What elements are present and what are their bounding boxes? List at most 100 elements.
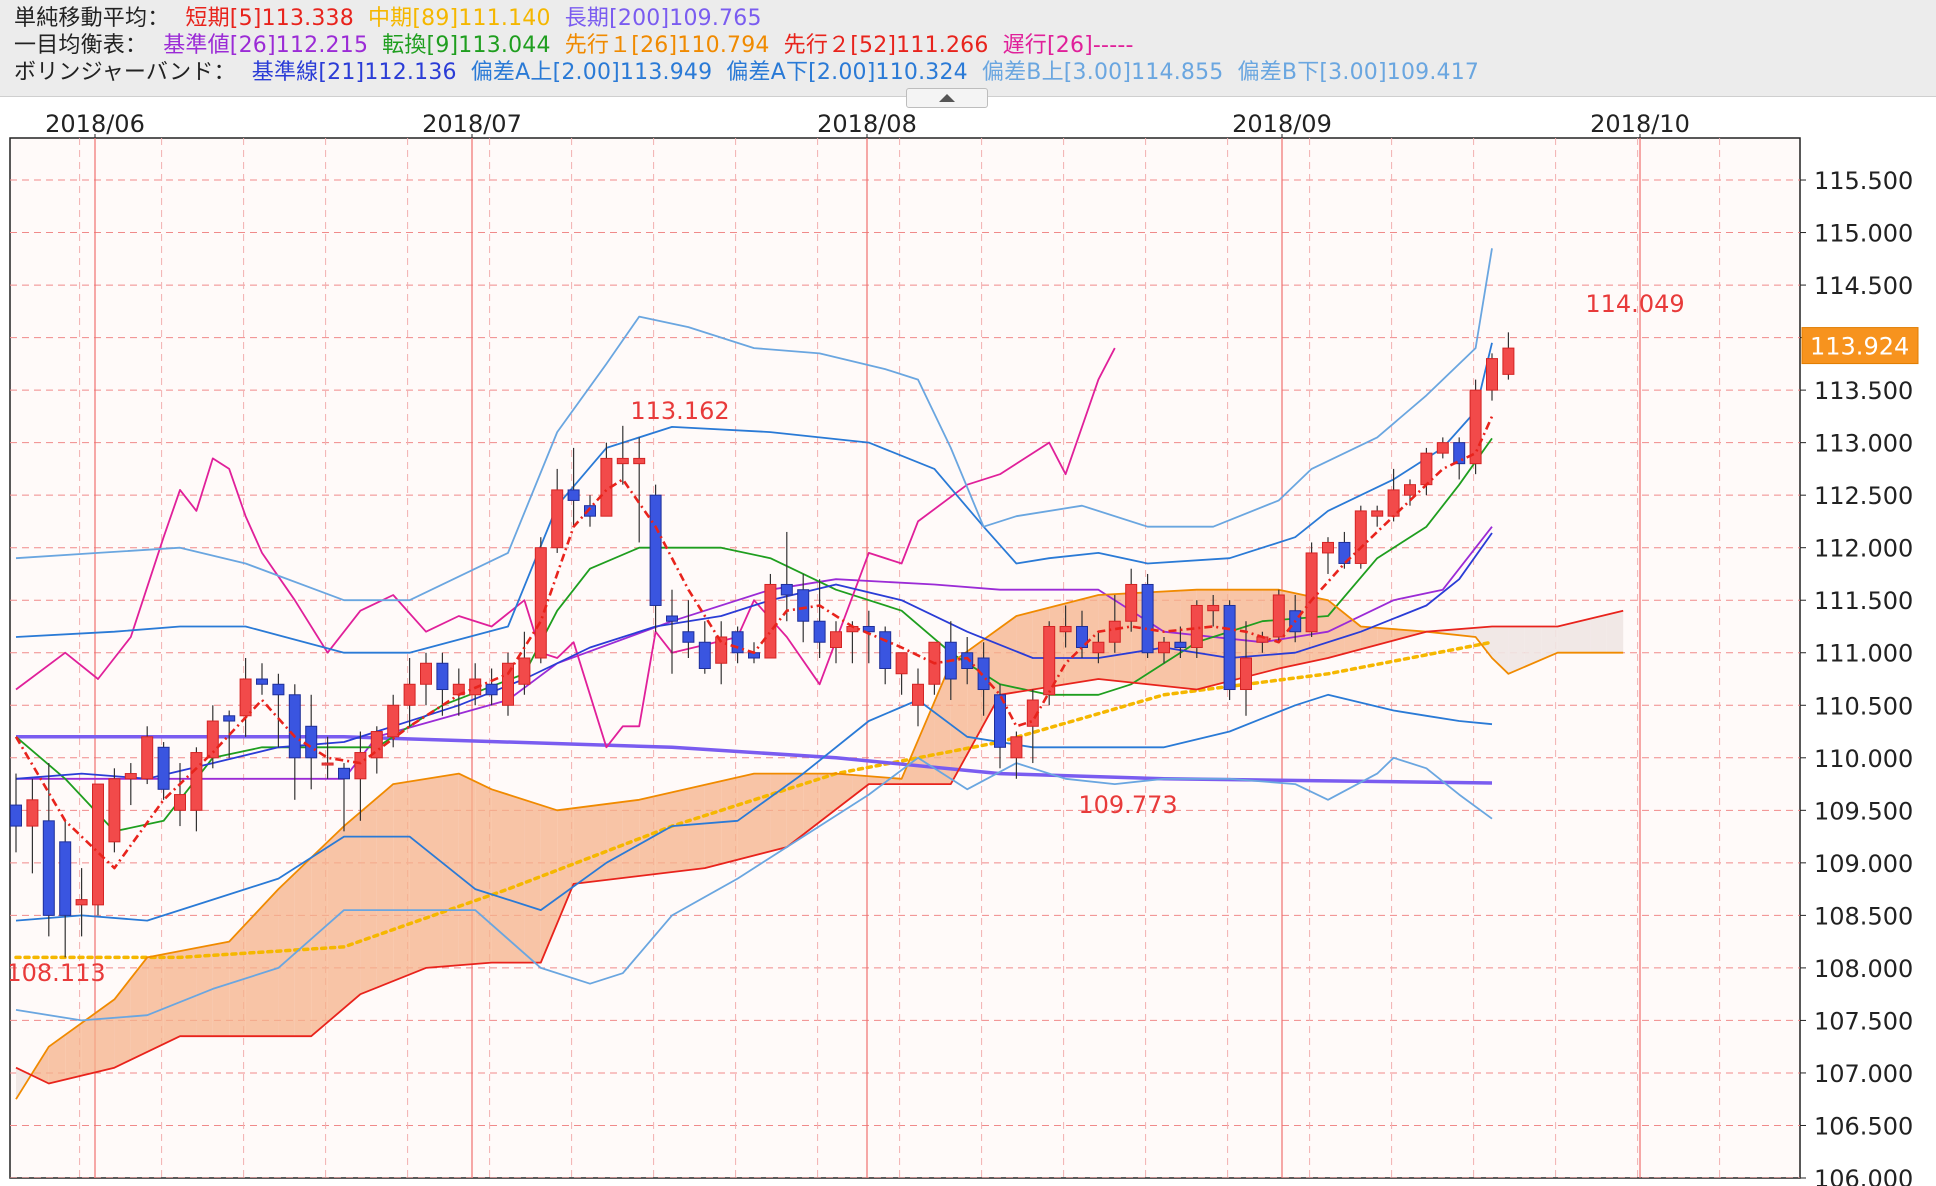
series-line	[15, 248, 1493, 602]
kumo-cloud-segment	[409, 778, 426, 975]
kumo-cloud-segment	[1606, 610, 1624, 653]
kumo-cloud-segment	[458, 773, 476, 966]
candle-body	[567, 489, 580, 501]
candle-body	[1076, 625, 1088, 648]
collapse-legend-button[interactable]	[906, 88, 988, 108]
price-annotation: 109.773	[1078, 791, 1177, 819]
candle-body	[994, 694, 1006, 748]
candle-body	[403, 683, 416, 706]
candle-body	[862, 625, 875, 633]
legend-ichimoku-row: 一目均衡表： 基準値[26]112.215 転換[9]113.044 先行１[26]1…	[14, 33, 1148, 59]
candle-body	[206, 720, 219, 759]
candle-body	[1190, 604, 1203, 648]
candle-body	[1092, 641, 1105, 654]
kumo-cloud-segment	[1000, 616, 1017, 695]
candle-body	[830, 631, 842, 648]
kumo-cloud-segment	[1082, 595, 1099, 682]
kumo-cloud-segment	[1541, 626, 1558, 660]
kumo-cloud-segment	[1492, 626, 1509, 674]
candle-body	[1158, 641, 1170, 654]
y-tick-label: 111.500	[1814, 587, 1913, 615]
candle-body	[616, 457, 629, 465]
kumo-cloud-segment	[393, 781, 410, 981]
kumo-cloud-segment	[803, 773, 820, 835]
candle-body	[1354, 510, 1367, 564]
candle-body	[75, 899, 88, 906]
candle-body	[633, 457, 646, 465]
y-tick-label: 112.500	[1814, 482, 1913, 510]
legend-bb-a-upper: 偏差A上[2.00]113.949	[470, 60, 713, 85]
series-line	[15, 609, 1624, 1085]
candle-body	[1486, 358, 1498, 391]
kumo-cloud-segment	[475, 781, 492, 964]
kumo-cloud-segment	[655, 792, 672, 874]
kumo-cloud-segment	[1524, 626, 1542, 667]
candle-body	[715, 636, 728, 664]
kumo-cloud-segment	[426, 776, 443, 968]
legend-ichimoku-kijun: 基準値[26]112.215	[163, 33, 369, 58]
candle-body	[1141, 583, 1154, 654]
legend-ichimoku-senkou1: 先行１[26]110.794	[564, 33, 770, 58]
candle-body	[666, 615, 678, 622]
candle-body	[1322, 541, 1334, 554]
candle-body	[584, 505, 596, 517]
candle-body	[370, 731, 383, 759]
legend-ichimoku-label: 一目均衡表：	[14, 33, 148, 58]
kumo-cloud-segment	[590, 804, 607, 882]
legend-ichimoku-chikou: 遅行[26]-----	[1002, 33, 1134, 58]
candle-body	[731, 631, 744, 654]
candle-body	[436, 662, 449, 691]
candle-body	[813, 620, 826, 643]
legend-bb-a-lower: 偏差A下[2.00]110.324	[726, 60, 968, 85]
y-tick-label: 107.000	[1814, 1060, 1913, 1088]
kumo-cloud-segment	[278, 873, 295, 1037]
x-axis-label: 2018/06	[45, 110, 145, 138]
candle-body	[1010, 736, 1023, 759]
y-tick-label: 113.000	[1814, 430, 1913, 458]
candle-body	[1240, 657, 1252, 691]
x-axis-label: 2018/09	[1232, 110, 1332, 138]
candle-body	[912, 683, 924, 706]
candle-body	[1404, 484, 1416, 496]
kumo-cloud-segment	[606, 801, 623, 880]
candle-body	[698, 641, 711, 670]
kumo-cloud-segment	[147, 954, 164, 1052]
candle-body	[338, 767, 350, 780]
candle-body	[305, 725, 318, 759]
kumo-cloud-segment	[376, 784, 394, 988]
kumo-cloud-segment	[688, 784, 705, 871]
legend-sma-row: 単純移動平均： 短期[5]113.338 中期[89]111.140 長期[200]1…	[14, 6, 776, 32]
kumo-cloud-segment	[1590, 614, 1607, 653]
y-tick-label: 110.000	[1814, 745, 1913, 773]
candle-body	[895, 652, 908, 675]
y-tick-label: 106.000	[1814, 1165, 1913, 1186]
y-tick-label: 111.000	[1814, 640, 1913, 668]
kumo-cloud-segment	[704, 781, 722, 869]
candle-body	[141, 736, 154, 780]
candle-body	[961, 652, 974, 670]
y-tick-label: 106.500	[1814, 1112, 1913, 1140]
candle-body	[977, 657, 990, 691]
y-tick-label: 112.000	[1814, 535, 1913, 563]
series-line	[14, 415, 1494, 870]
kumo-cloud-segment	[540, 805, 558, 963]
kumo-cloud-segment	[65, 1023, 82, 1080]
kumo-cloud-segment	[311, 841, 328, 1037]
candle-body	[1272, 594, 1285, 638]
kumo-cloud-segment	[262, 889, 279, 1037]
plot-content: 114.049 113.162 109.773 108.113	[10, 138, 1800, 1178]
candle-body	[797, 589, 810, 622]
kumo-cloud-segment	[163, 951, 180, 1045]
kumo-cloud-segment	[327, 826, 344, 1023]
candle-body	[42, 820, 55, 916]
legend-sma-mid: 中期[89]111.140	[367, 6, 551, 31]
series-line	[16, 526, 1493, 780]
candle-body	[420, 662, 432, 685]
kumo-cloud-segment	[1377, 627, 1394, 645]
legend-bollinger-label: ボリンジャーバンド：	[14, 60, 236, 85]
candle-body	[190, 752, 203, 811]
candle-body	[1338, 541, 1351, 564]
legend-bb-b-lower: 偏差B下[3.00]109.417	[1237, 60, 1480, 85]
candle-body	[157, 746, 170, 790]
candle-body	[1502, 347, 1515, 375]
